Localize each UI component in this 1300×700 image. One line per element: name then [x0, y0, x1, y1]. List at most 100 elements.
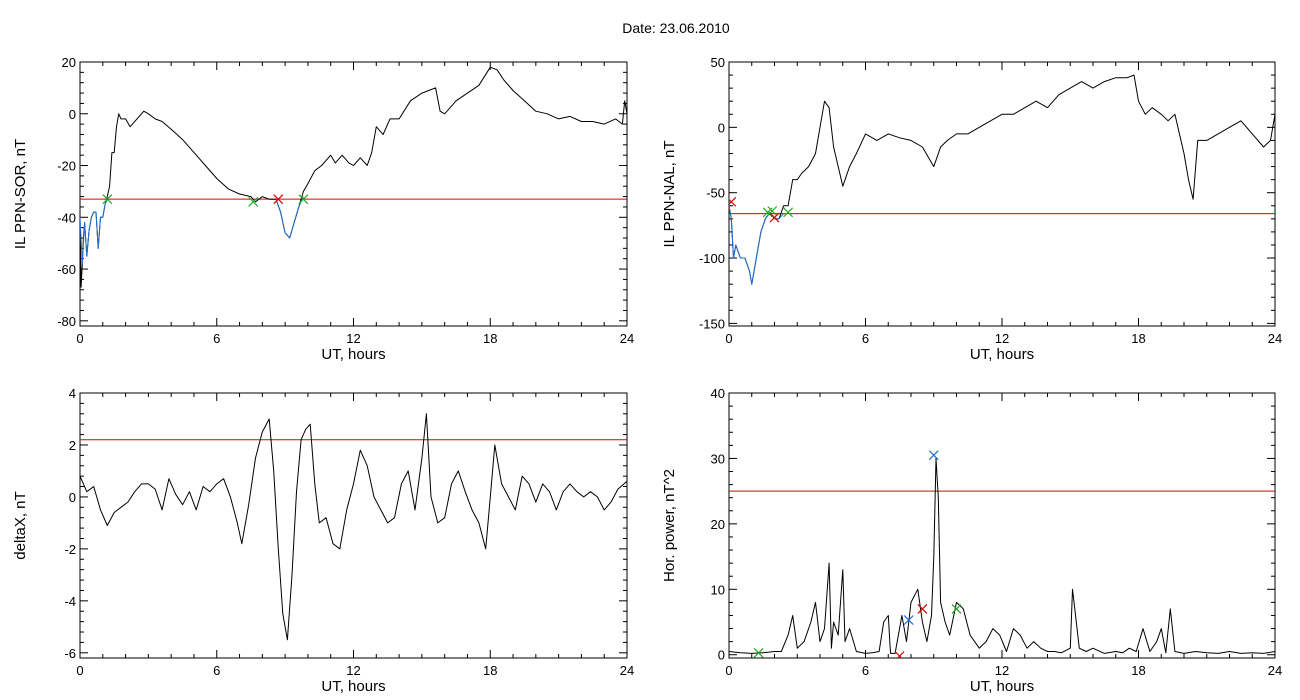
- cross-marker: [767, 206, 778, 216]
- cross-marker: [894, 651, 905, 658]
- x-axis-label: UT, hours: [321, 678, 385, 695]
- y-tick-label: -100: [699, 251, 725, 266]
- y-tick-label: -6: [64, 646, 76, 661]
- x-axis-label: UT, hours: [321, 346, 385, 363]
- series-line-1: [80, 66, 627, 288]
- cross-marker-stroke: [102, 194, 113, 205]
- y-tick-label: 30: [711, 451, 725, 466]
- x-tick-label: 12: [346, 663, 360, 678]
- y-tick-label: -40: [57, 210, 76, 225]
- y-tick-label: 0: [69, 490, 76, 505]
- x-tick-label: 18: [483, 663, 497, 678]
- series-line-1: [729, 74, 1275, 285]
- cross-marker-stroke: [917, 604, 928, 614]
- cross-marker: [102, 194, 113, 205]
- data-layer: [80, 413, 627, 641]
- series-line-2: [729, 205, 784, 285]
- cross-marker-stroke: [769, 212, 780, 223]
- x-tick-label: 12: [995, 663, 1009, 678]
- series-line-1: [729, 457, 1275, 654]
- x-tick-label: 12: [995, 331, 1009, 346]
- y-tick-label: 4: [69, 386, 76, 401]
- y-axis-label: Hor. power, nT^2: [661, 469, 678, 582]
- y-tick-label: 0: [718, 648, 725, 663]
- chart-panel-2: 0 6 12 18 24 -150 -100 -50 0 50 UT, hours IL PPN-NA…: [661, 55, 1282, 363]
- cross-marker-stroke: [273, 194, 284, 205]
- y-tick-label: -150: [699, 316, 725, 331]
- cross-marker: [928, 450, 939, 461]
- cross-marker: [903, 615, 914, 625]
- plot-frame: [728, 392, 1276, 659]
- cross-marker: [248, 196, 259, 207]
- cross-marker: [783, 207, 794, 218]
- cross-marker: [951, 604, 962, 614]
- series-line-1: [80, 413, 627, 641]
- x-tick-label: 0: [725, 663, 732, 678]
- chart-panel-1: 0 6 12 18 24 -80 -60 -40 -20 0 20 UT, hours IL PPN-S…: [12, 55, 634, 363]
- cross-marker-stroke: [248, 196, 259, 207]
- x-tick-label: 12: [346, 331, 360, 346]
- x-tick-label: 24: [620, 663, 634, 678]
- cross-marker: [729, 196, 737, 207]
- x-tick-label: 6: [213, 331, 220, 346]
- cross-marker-stroke: [951, 604, 962, 614]
- y-tick-label: -80: [57, 314, 76, 329]
- chart-panel-4: 0 6 12 18 24 0 10 20 30 40 UT, hours Hor. power, nT…: [661, 386, 1282, 695]
- y-tick-label: -20: [57, 159, 76, 174]
- cross-marker-stroke: [767, 206, 778, 216]
- cross-marker-stroke: [783, 207, 794, 218]
- cross-marker: [298, 194, 309, 205]
- y-tick-label: 20: [711, 517, 725, 532]
- data-layer: [729, 450, 1275, 658]
- cross-marker: [753, 647, 764, 658]
- x-tick-label: 0: [725, 331, 732, 346]
- cross-marker: [917, 604, 928, 614]
- y-tick-label: 0: [718, 120, 725, 135]
- cross-marker: [769, 212, 780, 223]
- figure-title: Date: 23.06.2010: [622, 20, 730, 36]
- y-axis-label: deltaX, nT: [12, 491, 29, 559]
- y-tick-label: 0: [69, 107, 76, 122]
- x-tick-label: 0: [76, 663, 83, 678]
- series-line-3: [275, 196, 304, 239]
- data-layer: [80, 66, 627, 288]
- x-tick-label: 6: [213, 663, 220, 678]
- x-tick-label: 6: [862, 663, 869, 678]
- plot-frame: [79, 61, 628, 327]
- plot-frame: [79, 392, 628, 659]
- y-tick-label: 50: [711, 55, 725, 70]
- y-tick-label: 2: [69, 438, 76, 453]
- cross-marker-stroke: [298, 194, 309, 205]
- y-tick-label: -60: [57, 262, 76, 277]
- cross-marker-stroke: [753, 647, 764, 658]
- x-tick-label: 24: [1268, 331, 1282, 346]
- y-tick-label: 10: [711, 582, 725, 597]
- y-tick-label: -50: [706, 186, 725, 201]
- cross-marker-stroke: [903, 615, 914, 625]
- y-tick-label: 40: [711, 386, 725, 401]
- x-tick-label: 18: [483, 331, 497, 346]
- x-tick-label: 6: [862, 331, 869, 346]
- x-tick-label: 0: [76, 331, 83, 346]
- y-tick-label: 20: [62, 55, 76, 70]
- data-layer: [729, 74, 1275, 285]
- cross-marker: [273, 194, 284, 205]
- y-axis-label: IL PPN-SOR, nT: [12, 139, 29, 249]
- series-line-2: [80, 199, 108, 265]
- cross-marker-stroke: [928, 450, 939, 461]
- x-tick-label: 18: [1131, 663, 1145, 678]
- y-axis-label: IL PPN-NAL, nT: [661, 141, 678, 248]
- x-tick-label: 24: [1268, 663, 1282, 678]
- x-tick-label: 24: [620, 331, 634, 346]
- y-tick-label: -2: [64, 542, 76, 557]
- x-tick-label: 18: [1131, 331, 1145, 346]
- cross-marker-stroke: [896, 651, 905, 658]
- x-axis-label: UT, hours: [970, 678, 1034, 695]
- cross-marker-stroke: [729, 196, 737, 205]
- y-tick-label: -4: [64, 594, 76, 609]
- x-axis-label: UT, hours: [970, 346, 1034, 363]
